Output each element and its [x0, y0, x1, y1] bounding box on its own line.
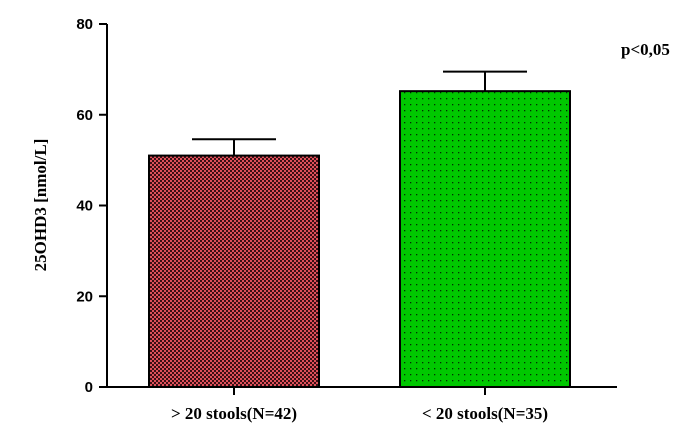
y-tick-label: 60 [76, 107, 93, 124]
p-value-annotation: p<0,05 [621, 40, 670, 59]
error-bars [192, 70, 527, 156]
y-ticks: 0 20 40 60 80 [76, 16, 107, 396]
y-tick-label: 20 [76, 288, 93, 305]
bar [399, 90, 571, 388]
category-label: > 20 stools(N=42) [171, 404, 297, 423]
y-axis-title: 25OHD3 [nmol/L] [31, 139, 50, 272]
bars [148, 90, 571, 388]
y-tick-label: 80 [76, 16, 93, 33]
y-tick-label: 0 [85, 379, 93, 396]
bar [148, 154, 320, 388]
x-axis [106, 386, 617, 395]
y-tick-label: 40 [76, 198, 93, 215]
category-labels: > 20 stools(N=42) < 20 stools(N=35) [171, 404, 548, 423]
y-axis: 0 20 40 60 80 [76, 16, 108, 396]
category-label: < 20 stools(N=35) [422, 404, 548, 423]
